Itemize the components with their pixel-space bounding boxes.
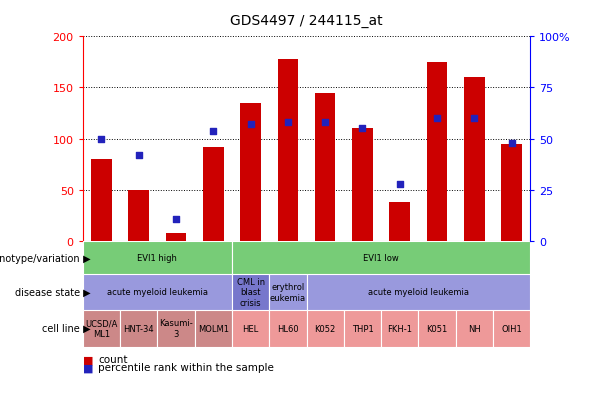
- Text: ▶: ▶: [80, 323, 90, 333]
- Bar: [455, 310, 493, 347]
- Text: Kasumi-
3: Kasumi- 3: [159, 319, 193, 338]
- Text: disease state: disease state: [15, 287, 80, 297]
- Point: [246, 122, 256, 128]
- Bar: [493, 310, 530, 347]
- Text: cell line: cell line: [42, 323, 80, 333]
- Point: [283, 120, 293, 126]
- Text: OIH1: OIH1: [501, 324, 522, 333]
- Point: [395, 181, 405, 188]
- Bar: [306, 275, 530, 310]
- Text: EVI1 low: EVI1 low: [364, 254, 399, 263]
- Text: HL60: HL60: [277, 324, 299, 333]
- Bar: [306, 310, 344, 347]
- Text: ■: ■: [83, 354, 93, 364]
- Bar: [129, 190, 149, 242]
- Bar: [352, 129, 373, 242]
- Text: erythrol
eukemia: erythrol eukemia: [270, 282, 306, 302]
- Text: percentile rank within the sample: percentile rank within the sample: [98, 363, 274, 373]
- Bar: [381, 310, 418, 347]
- Text: CML in
blast
crisis: CML in blast crisis: [237, 278, 265, 307]
- Bar: [120, 310, 158, 347]
- Point: [432, 116, 442, 122]
- Bar: [344, 310, 381, 347]
- Point: [208, 128, 218, 135]
- Text: NH: NH: [468, 324, 481, 333]
- Text: UCSD/A
ML1: UCSD/A ML1: [85, 319, 118, 338]
- Bar: [232, 310, 269, 347]
- Point: [96, 136, 106, 143]
- Text: HEL: HEL: [242, 324, 259, 333]
- Bar: [418, 310, 455, 347]
- Bar: [83, 242, 232, 275]
- Text: acute myeloid leukemia: acute myeloid leukemia: [107, 288, 208, 297]
- Bar: [315, 93, 335, 242]
- Text: acute myeloid leukemia: acute myeloid leukemia: [368, 288, 469, 297]
- Point: [357, 126, 367, 133]
- Point: [134, 152, 143, 159]
- Bar: [195, 310, 232, 347]
- Bar: [269, 310, 306, 347]
- Text: EVI1 high: EVI1 high: [137, 254, 177, 263]
- Text: MOLM1: MOLM1: [198, 324, 229, 333]
- Bar: [166, 233, 186, 242]
- Point: [470, 116, 479, 122]
- Text: genotype/variation: genotype/variation: [0, 253, 80, 263]
- Text: ▶: ▶: [80, 287, 90, 297]
- Text: K052: K052: [314, 324, 336, 333]
- Text: HNT-34: HNT-34: [123, 324, 154, 333]
- Text: THP1: THP1: [352, 324, 373, 333]
- Bar: [232, 242, 530, 275]
- Bar: [501, 145, 522, 242]
- Text: ■: ■: [83, 363, 93, 373]
- Bar: [83, 310, 120, 347]
- Point: [320, 120, 330, 126]
- Bar: [91, 160, 112, 242]
- Bar: [464, 78, 484, 242]
- Text: K051: K051: [427, 324, 447, 333]
- Bar: [278, 59, 298, 242]
- Point: [171, 216, 181, 223]
- Text: ▶: ▶: [80, 253, 90, 263]
- Bar: [203, 147, 224, 242]
- Bar: [427, 63, 447, 242]
- Bar: [232, 275, 269, 310]
- Bar: [240, 104, 261, 242]
- Text: GDS4497 / 244115_at: GDS4497 / 244115_at: [230, 14, 383, 28]
- Text: FKH-1: FKH-1: [387, 324, 412, 333]
- Bar: [158, 310, 195, 347]
- Bar: [389, 203, 410, 242]
- Bar: [83, 275, 232, 310]
- Bar: [269, 275, 306, 310]
- Point: [507, 140, 517, 147]
- Text: count: count: [98, 354, 128, 364]
